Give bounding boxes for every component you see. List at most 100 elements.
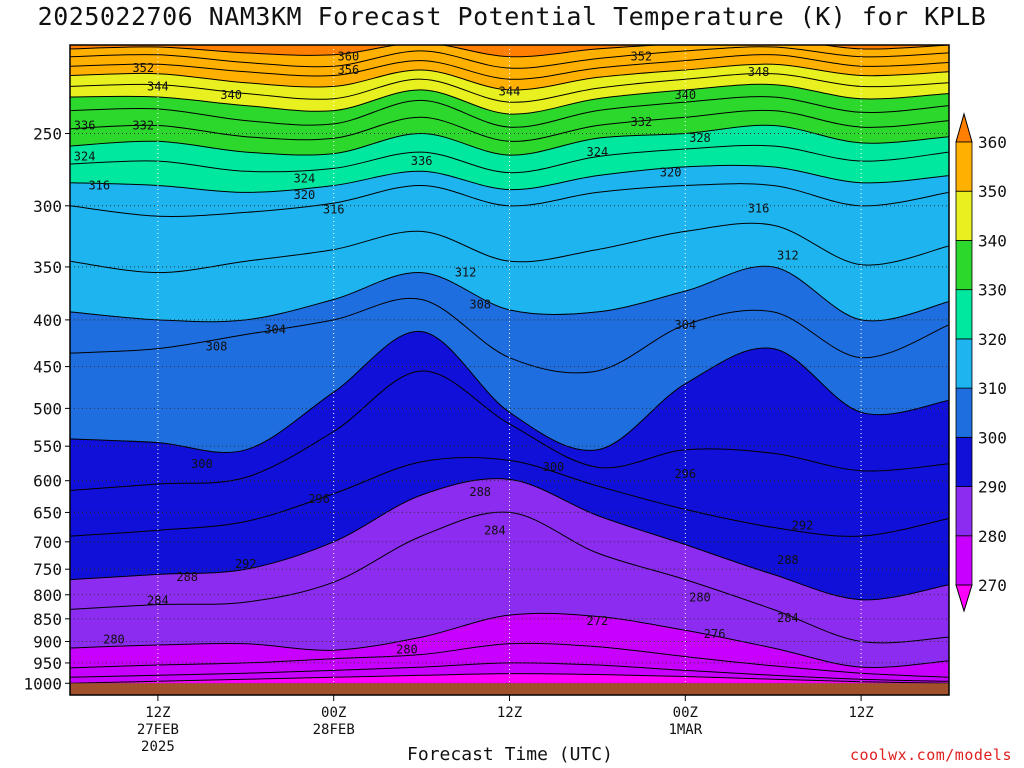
colorbar-label-310: 310 [978,379,1007,398]
contour-label-348: 348 [748,65,770,79]
colorbar-band-270 [955,535,973,586]
isentrope-276 [70,642,949,678]
colorbar-label-290: 290 [978,478,1007,497]
colorbar-band-330 [955,240,973,291]
contour-label-324: 324 [587,145,609,159]
x-axis-title: Forecast Time (UTC) [407,744,613,765]
colorbar-label-340: 340 [978,231,1007,250]
contour-label-324: 324 [294,171,316,185]
colorbar-label-300: 300 [978,428,1007,447]
chart-title: 2025022706 NAM3KM Forecast Potential Tem… [37,2,987,31]
y-tick-label-350: 350 [33,258,62,277]
x-tick-label-18-2: 28FEB [313,722,355,738]
contour-label-336: 336 [74,118,96,132]
contour-label-360: 360 [338,50,360,64]
y-tick-label-300: 300 [33,197,62,216]
watermark: coolwx.com/models [849,746,1012,764]
isentrope-288 [70,478,949,601]
isentrope-296 [70,370,949,491]
x-tick-label-18-1: 00Z [321,705,346,721]
isentrope-324 [70,144,949,174]
contour-label-284: 284 [484,523,506,537]
contour-label-352: 352 [631,50,653,64]
contour-label-308: 308 [206,340,228,354]
contour-label-304: 304 [674,318,696,332]
colorbar-band-340 [955,190,973,241]
x-tick-label-42-2: 1MAR [668,722,702,738]
contour-label-276: 276 [704,627,726,641]
contour-label-312: 312 [777,248,799,262]
contour-label-320: 320 [660,166,682,180]
colorbar-band-320 [955,289,973,340]
y-tick-label-750: 750 [33,560,62,579]
contour-label-304: 304 [264,323,286,337]
contour-label-316: 316 [88,178,110,192]
colorbar: 270 280 290 300 310 320 330 340 350 360 [955,112,1007,613]
y-tick-label-800: 800 [33,586,62,605]
isentrope-360 [70,45,949,58]
isentrope-284 [70,511,949,644]
contour-label-344: 344 [147,79,169,93]
contour-label-284: 284 [147,594,169,608]
contour-label-316: 316 [748,201,770,215]
contour-label-352: 352 [132,61,154,75]
x-tick-label-6-2: 27FEB [137,722,179,738]
x-tick-label-6-3: 2025 [141,739,175,755]
contour-label-324: 324 [74,150,96,164]
colorbar-band-280 [955,486,973,537]
colorbar-band-290 [955,436,973,487]
contour-label-296: 296 [674,467,696,481]
contour-label-272: 272 [587,614,609,628]
contour-label-280: 280 [103,632,125,646]
contour-label-308: 308 [469,298,491,312]
colorbar-arrow-bottom [955,584,973,613]
contour-label-292: 292 [235,557,257,571]
colorbar-band-310 [955,338,973,389]
isentrope-300 [70,331,949,453]
colorbar-label-320: 320 [978,330,1007,349]
y-tick-label-850: 850 [33,610,62,629]
colorbar-label-360: 360 [978,133,1007,152]
y-tick-label-650: 650 [33,503,62,522]
contour-label-340: 340 [220,88,242,102]
colorbar-label-330: 330 [978,281,1007,300]
y-tick-label-700: 700 [33,533,62,552]
colorbar-band-350 [955,141,973,192]
x-tick-label-30-1: 12Z [497,705,522,721]
isentrope-328 [70,124,949,156]
y-tick-label-1000: 1000 [23,674,62,693]
isentrope-356 [70,46,949,69]
x-tick-label-42-1: 00Z [673,705,698,721]
contour-label-312: 312 [455,266,477,280]
colorbar-label-270: 270 [978,576,1007,595]
x-tick-label-54-1: 12Z [848,705,873,721]
y-tick-label-600: 600 [33,472,62,491]
colorbar-label-280: 280 [978,527,1007,546]
contour-label-296: 296 [308,492,330,506]
contour-label-320: 320 [294,188,316,202]
y-tick-label-500: 500 [33,399,62,418]
y-tick-label-900: 900 [33,632,62,651]
isentrope-352 [70,54,949,80]
isentrope-344 [70,72,949,103]
x-tick-label-6-1: 12Z [145,705,170,721]
y-tick-label-950: 950 [33,654,62,673]
colorbar-arrow-top [955,112,973,143]
contour-label-300: 300 [191,457,213,471]
y-tick-label-450: 450 [33,358,62,377]
contour-label-284: 284 [777,611,799,625]
contour-label-336: 336 [411,154,433,168]
contour-label-332: 332 [132,118,154,132]
y-tick-label-250: 250 [33,124,62,143]
colorbar-band-300 [955,387,973,438]
contour-label-280: 280 [396,642,418,656]
y-tick-label-400: 400 [33,311,62,330]
contour-label-288: 288 [176,570,198,584]
contour-label-316: 316 [323,203,345,217]
isentrope-336 [70,96,949,128]
colorbar-label-350: 350 [978,182,1007,201]
contour-label-292: 292 [792,519,814,533]
isentrope-280 [70,612,949,668]
